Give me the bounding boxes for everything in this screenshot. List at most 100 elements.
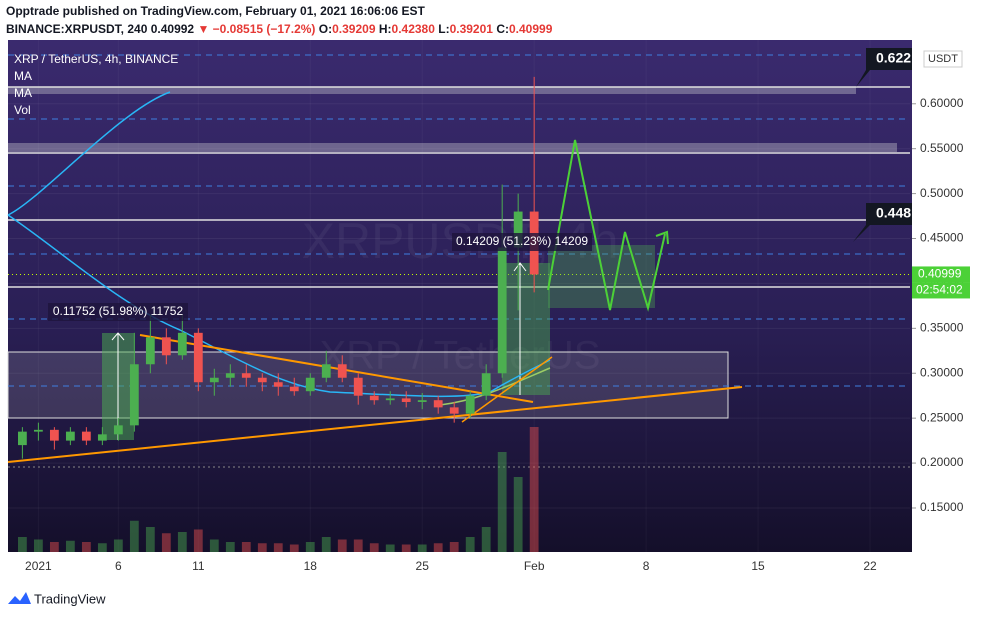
volume-bar	[417, 544, 427, 552]
volume-bar	[433, 543, 443, 552]
candle-body	[465, 395, 475, 414]
drawings	[7, 54, 910, 468]
ohlc-key: C:	[496, 22, 509, 36]
x-tick-label: 8	[643, 559, 650, 573]
candle-body	[97, 434, 107, 441]
ohlc-key: H:	[378, 22, 392, 36]
ohlc-value: 0.39209	[332, 22, 376, 36]
volume-bar	[17, 537, 27, 552]
x-tick-label: 6	[115, 559, 122, 573]
legend: XRP / TetherUS, 4h, BINANCE MA MA Vol	[14, 52, 178, 117]
volume-bar	[465, 537, 475, 552]
candle-body	[193, 332, 203, 383]
volume-bar	[33, 539, 43, 552]
ohlc-value: 0.40999	[508, 22, 553, 36]
candle-body	[257, 377, 267, 383]
change: ▼ −0.08515 (−17.2%)	[197, 22, 316, 36]
volume-bar	[273, 543, 283, 552]
last-price-tag	[912, 266, 970, 283]
candle-body	[49, 429, 59, 441]
price-callout-label: 0.448	[876, 205, 911, 221]
candle-body	[481, 373, 491, 396]
plot-background	[8, 40, 912, 552]
volume-bar	[241, 542, 251, 552]
last: 0.40992	[150, 22, 195, 36]
candle-body	[241, 373, 251, 378]
candle-body	[161, 337, 171, 356]
measure-arrow	[513, 262, 527, 272]
volume-bar	[289, 544, 299, 552]
x-tick-label: 18	[304, 559, 318, 573]
projection-zone	[548, 245, 655, 308]
x-tick-label: 22	[863, 559, 877, 573]
candle-body	[353, 377, 363, 396]
candle-body	[385, 398, 395, 401]
candle-body	[401, 398, 411, 402]
candle-body	[145, 337, 155, 365]
time-axis	[8, 552, 912, 580]
candle-body	[417, 400, 427, 402]
volume-bar	[529, 427, 539, 552]
currency: USDT	[928, 53, 958, 65]
candle-body	[113, 425, 123, 435]
price-callout	[856, 48, 912, 87]
countdown-tag	[912, 282, 970, 299]
candle-body	[129, 364, 139, 426]
y-tick-label: 0.55000	[920, 141, 964, 155]
annotation: 0.11752 (51.98%) 11752	[53, 304, 184, 318]
ohlc-value: 0.39201	[449, 22, 493, 36]
volume-bar	[497, 452, 507, 552]
volume-bar	[353, 539, 363, 552]
zone	[8, 143, 897, 152]
trendline	[139, 334, 534, 403]
candle-body	[65, 431, 75, 441]
x-tick-label: 15	[751, 559, 765, 573]
volume-bar	[257, 543, 267, 552]
candle-body	[273, 382, 283, 387]
candle-body	[449, 407, 459, 414]
volume-bar	[193, 529, 203, 552]
last-price: 0.40999	[918, 267, 962, 281]
candle-body	[81, 431, 91, 441]
ohlc: O:0.39209 H:0.42380 L:0.39201 C:0.40999	[319, 22, 553, 36]
y-tick-label: 0.25000	[920, 410, 964, 424]
annotation-box	[452, 233, 592, 251]
x-tick-label: 2021	[25, 559, 52, 573]
legend-title: XRP / TetherUS, 4h, BINANCE	[14, 52, 178, 66]
candle-body	[289, 386, 299, 392]
y-tick-label: 0.20000	[920, 455, 964, 469]
header-line: BINANCE:XRPUSDT, 240 0.40992 ▼ −0.08515 …	[6, 20, 552, 38]
projection-path	[547, 139, 666, 312]
candle-body	[305, 377, 315, 392]
projection-arrow	[655, 230, 669, 245]
y-tick-label: 0.45000	[920, 231, 964, 245]
candle-body	[321, 364, 331, 378]
y-tick-label: 0.60000	[920, 96, 964, 110]
x-tick-label: 25	[416, 559, 430, 573]
volume-bar	[481, 527, 491, 552]
candle-body	[17, 431, 27, 446]
candle-body	[497, 247, 507, 374]
candle-body	[513, 211, 523, 248]
trendline	[461, 356, 553, 423]
ma-line	[7, 91, 171, 216]
volume-bar	[369, 543, 379, 552]
candle-body	[225, 373, 235, 378]
volume-bar	[97, 543, 107, 552]
watermark-text: XRP / TetherUS	[320, 334, 601, 378]
annotation-box	[48, 303, 188, 321]
currency-box	[923, 50, 963, 68]
logo	[8, 592, 31, 604]
header: Opptrade published on TradingView.com, F…	[6, 2, 552, 38]
trendline	[7, 386, 743, 463]
legend-item: Vol	[14, 103, 31, 117]
ma-line	[439, 367, 551, 406]
header-line: Opptrade published on TradingView.com, F…	[6, 4, 425, 18]
candle-body	[33, 429, 43, 432]
legend-item: MA	[14, 69, 32, 83]
candle-body	[433, 400, 443, 408]
volume-bar	[337, 539, 347, 552]
price-callout-label: 0.622	[876, 50, 911, 66]
brand: TradingView	[34, 591, 106, 606]
